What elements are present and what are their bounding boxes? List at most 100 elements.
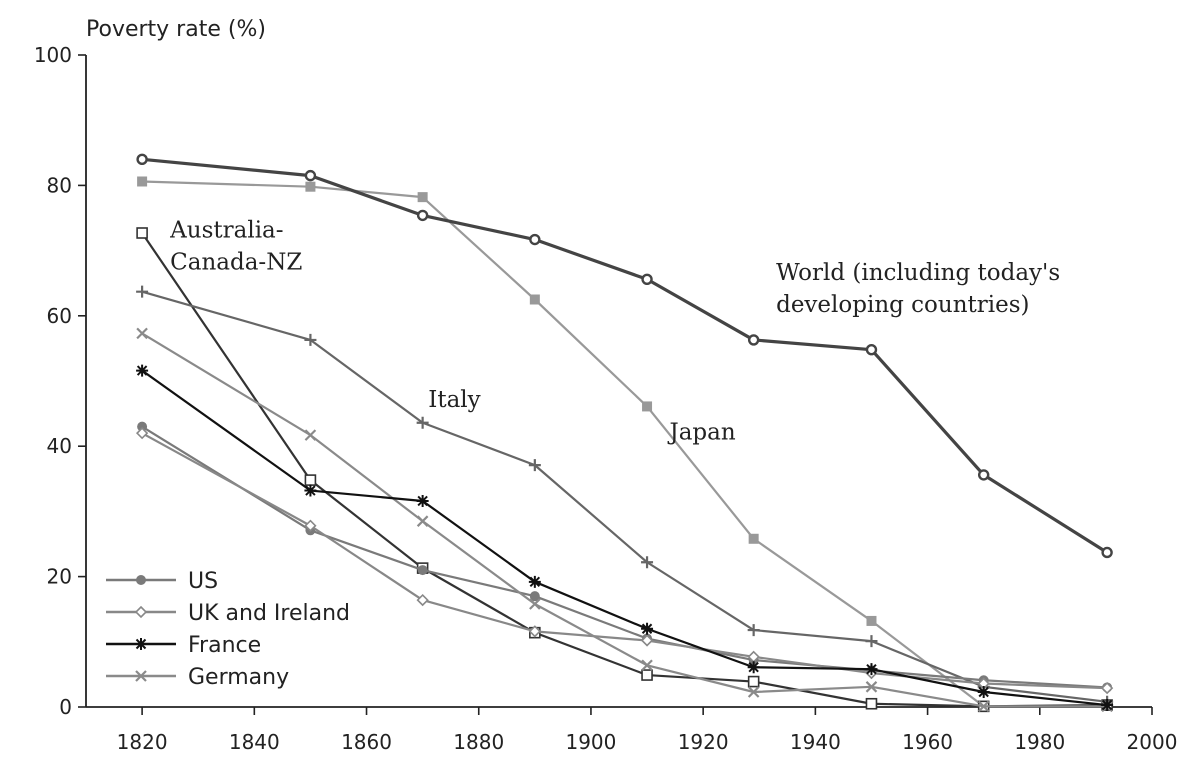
x-tick-label: 1960 — [902, 730, 953, 754]
data-point — [747, 686, 760, 698]
legend-label: US — [188, 569, 218, 594]
series-annotations: Australia- Canada-NZ Italy Japan World (incl… — [169, 218, 1060, 446]
series-line — [141, 432, 1108, 690]
data-point — [641, 556, 654, 569]
series-line — [141, 332, 1108, 708]
x-tick-label: 1860 — [341, 730, 392, 754]
data-point — [865, 635, 878, 648]
data-point — [529, 294, 540, 305]
series-italy — [136, 285, 1114, 708]
data-point — [865, 697, 878, 710]
annotation-line: Canada-NZ — [170, 250, 302, 276]
annotation-label: Italy — [428, 387, 480, 413]
series-line — [141, 290, 1108, 703]
data-point — [528, 575, 541, 588]
data-point — [641, 273, 653, 285]
x-tick-label: 2000 — [1127, 730, 1178, 754]
data-point — [135, 427, 149, 440]
y-tick-label: 0 — [59, 695, 72, 719]
data-series — [135, 153, 1114, 713]
annotation-label: World (including today's developing count… — [776, 260, 1060, 318]
data-point — [865, 681, 878, 693]
data-point — [135, 638, 147, 650]
data-point — [416, 515, 429, 527]
data-point — [1101, 546, 1113, 559]
data-point — [528, 625, 541, 638]
annotation-label: Australia- Canada-NZ — [169, 218, 302, 276]
y-axis-title: Poverty rate (%) — [86, 17, 266, 42]
data-point — [136, 364, 149, 377]
series-world-including-today-s-developing-countries — [136, 153, 1113, 559]
data-point — [304, 519, 317, 532]
annotation-line: Australia- — [169, 218, 283, 244]
x-tick-label: 1820 — [117, 730, 168, 754]
data-point — [136, 285, 149, 298]
data-point — [416, 593, 429, 607]
series-line — [141, 157, 1108, 554]
data-point — [417, 565, 428, 576]
legend-label: UK and Ireland — [188, 601, 350, 626]
data-point — [640, 634, 654, 647]
data-point — [529, 233, 541, 246]
series-uk-and-ireland — [135, 427, 1114, 695]
data-point — [304, 429, 317, 441]
data-point — [748, 533, 759, 544]
data-point — [136, 575, 146, 585]
data-point — [416, 494, 429, 507]
data-point — [977, 700, 990, 713]
x-tick-label: 1940 — [790, 730, 841, 754]
data-point — [136, 153, 148, 166]
data-point — [136, 327, 148, 340]
data-point — [417, 192, 428, 203]
data-point — [977, 469, 990, 481]
data-point — [747, 334, 760, 346]
data-point — [416, 416, 429, 429]
annotation-line: Italy — [428, 387, 480, 413]
data-point — [641, 659, 653, 672]
data-point — [1100, 681, 1114, 695]
data-point — [529, 591, 540, 602]
data-point — [747, 661, 760, 674]
data-point — [865, 663, 878, 676]
data-point — [747, 624, 760, 637]
data-point — [135, 670, 147, 682]
data-point — [416, 209, 429, 222]
data-point — [137, 176, 148, 187]
x-tick-label: 1900 — [565, 730, 616, 754]
legend: US UK and Ireland France Germany — [106, 569, 350, 690]
annotation-label: Japan — [667, 420, 735, 446]
series-us — [137, 421, 1113, 693]
legend-label: France — [188, 633, 261, 658]
data-point — [641, 622, 654, 635]
y-tick-label: 100 — [34, 43, 72, 67]
annotation-line: developing countries) — [776, 292, 1029, 318]
data-point — [304, 169, 317, 182]
data-point — [305, 181, 316, 192]
x-tick-label: 1980 — [1014, 730, 1065, 754]
annotation-line: Japan — [667, 420, 735, 446]
data-point — [136, 227, 148, 239]
data-point — [304, 474, 317, 486]
data-point — [977, 686, 990, 699]
series-line — [141, 425, 1108, 689]
data-point — [747, 675, 760, 688]
data-point — [529, 598, 541, 610]
data-point — [641, 669, 653, 681]
data-point — [866, 615, 877, 626]
series-france — [136, 364, 1114, 712]
data-point — [1101, 699, 1114, 712]
data-point — [865, 344, 878, 356]
x-tick-label: 1880 — [453, 730, 504, 754]
data-point — [642, 401, 653, 412]
data-point — [528, 459, 541, 472]
y-tick-label: 20 — [47, 565, 72, 589]
data-point — [304, 333, 317, 346]
y-tick-label: 40 — [47, 434, 72, 458]
data-point — [304, 484, 317, 497]
x-tick-label: 1840 — [229, 730, 280, 754]
axes-ticks: 0 20 40 60 80 100 1820 1840 1860 1880 1900 1920 1940… — [34, 43, 1178, 754]
y-tick-label: 80 — [47, 173, 72, 197]
legend-label: Germany — [188, 665, 289, 690]
annotation-line: World (including today's — [776, 260, 1060, 286]
